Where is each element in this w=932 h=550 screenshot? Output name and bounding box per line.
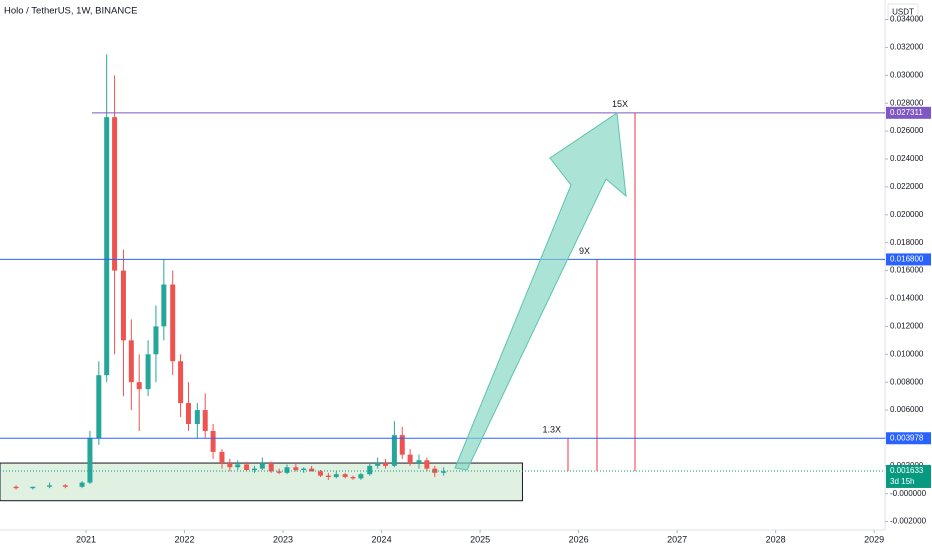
y-tick-label: 0.034000 [890,15,924,24]
candle-body [120,270,126,341]
x-tick-label: 2027 [667,534,687,544]
plot: 15X 9X 1.3X [0,54,885,502]
level-note: 15X [612,99,628,109]
candle-body [375,463,381,466]
candle-body [441,471,447,473]
candle-body [170,284,176,362]
y-tick-label: 0.008000 [890,377,924,386]
last-price-bg [886,464,931,488]
candle-body [128,340,134,383]
candle-body [301,468,307,471]
candle-body [325,475,331,477]
candle-body [342,474,348,477]
y-tick-label: 0.016000 [890,266,924,275]
candle-body [161,284,167,327]
level-label: 0.016800 [890,255,924,264]
candle-body [178,361,184,404]
y-tick-label: 0.010000 [890,349,924,358]
x-tick-label: 2024 [372,534,392,544]
level-note: 9X [579,246,590,256]
y-tick-label: 0.006000 [890,405,924,414]
candle-body [350,477,356,479]
y-tick-label: -0.000000 [890,489,927,498]
y-tick-label: 0.028000 [890,98,924,107]
level-label-bg [886,106,931,119]
currency-button[interactable] [887,3,919,21]
candle-body [383,463,389,466]
candle-body [153,326,159,355]
level-label: 0.003978 [890,433,924,442]
level-label: 0.027311 [890,108,923,117]
candle-body [185,403,191,424]
candle-body [416,460,422,464]
chart-title: Holo / TetherUS, 1W, BINANCE [4,6,137,17]
y-tick-label: 0.022000 [890,182,924,191]
candle-body [251,468,257,471]
y-tick-label: 0.014000 [890,294,924,303]
candle-body [202,410,208,431]
x-tick-label: 2028 [766,534,786,544]
countdown-label: 3d 15h [890,477,914,486]
candle-body [276,471,282,473]
candle-body [219,451,225,464]
x-tick-label: 2021 [76,534,96,544]
candle-body [293,467,299,471]
y-tick-label: 0.032000 [890,43,924,52]
candle-body [79,482,85,487]
candle-body [145,354,151,390]
candle-body [112,117,118,271]
x-tick-label: 2023 [273,534,293,544]
y-tick-label: 0.020000 [890,210,924,219]
y-tick-label: 0.018000 [890,238,924,247]
currency-label[interactable]: USDT [892,8,914,17]
y-tick-label: 0.030000 [890,70,924,79]
candle-body [367,465,373,475]
x-tick-label: 2022 [175,534,195,544]
candle-body [227,463,233,468]
candle-body [317,471,323,476]
candle-body [235,464,241,468]
candle-body [391,435,397,466]
candle-body [194,410,200,424]
candle-body [268,463,274,472]
candle-body [259,463,265,469]
candle-body [284,467,290,473]
y-tick-label: -0.002000 [890,517,927,526]
x-tick-label: 2026 [569,534,589,544]
candle-body [210,430,216,452]
candle-body [96,375,102,438]
y-tick-label: 0.012000 [890,321,924,330]
candle-body [424,460,430,469]
level-note: 1.3X [542,425,561,435]
x-tick-label: 2025 [470,534,490,544]
projection-arrow [454,112,627,471]
candle-body [30,486,36,489]
y-tick-label: 0.024000 [890,154,924,163]
candle-body [62,485,68,487]
candle-body [13,486,19,489]
candle-body [87,437,93,483]
candle-body [407,454,413,464]
candle-body [136,382,142,390]
candle-body [358,474,364,479]
candle-body [47,485,53,487]
candle-body [399,435,405,455]
level-label-bg [886,432,931,445]
candle-body [333,474,339,477]
candle-body [244,464,250,471]
candle-body [309,468,315,472]
candle-body [432,468,438,473]
last-price-label: 0.001633 [890,466,924,475]
y-tick-label: 0.026000 [890,126,924,135]
candle-body [104,117,110,376]
x-tick-label: 2029 [864,534,884,544]
level-label-bg [886,253,931,266]
